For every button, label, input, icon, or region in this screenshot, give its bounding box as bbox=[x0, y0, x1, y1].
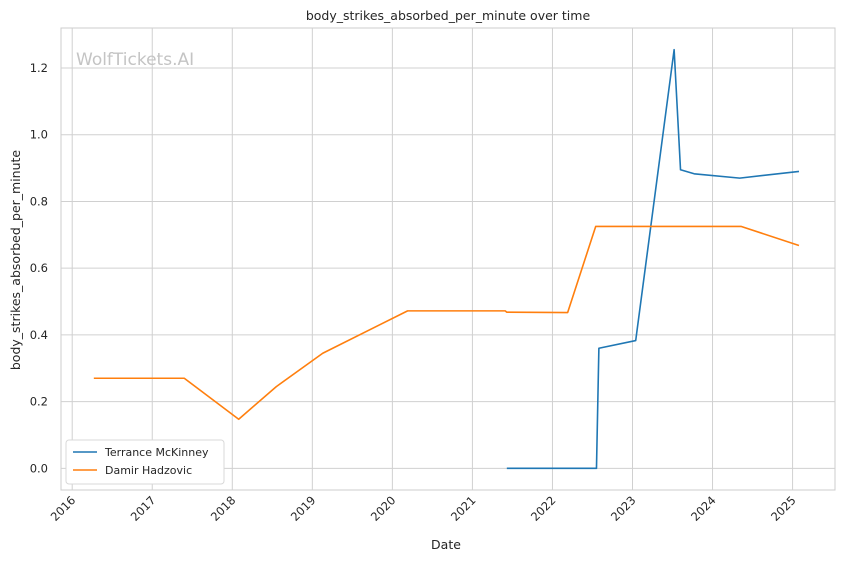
legend-box bbox=[65, 439, 225, 485]
x-tick-label: 2020 bbox=[368, 493, 399, 524]
series-lines bbox=[93, 48, 800, 470]
x-tick-label: 2024 bbox=[688, 493, 719, 524]
watermark-text: WolfTickets.AI bbox=[76, 50, 194, 70]
x-tick-label: 2021 bbox=[448, 493, 479, 524]
y-axis-label: body_strikes_absorbed_per_minute bbox=[8, 150, 23, 371]
x-tick-label: 2022 bbox=[528, 493, 559, 524]
plot-area bbox=[60, 27, 836, 491]
y-tick-label: 0.2 bbox=[30, 395, 48, 409]
y-tick-label: 1.2 bbox=[30, 61, 48, 75]
y-tick-label: 0.8 bbox=[30, 194, 48, 208]
series-line-damir-hadzovic bbox=[93, 225, 800, 421]
x-tick-label: 2016 bbox=[48, 493, 79, 524]
x-tick-label: 2025 bbox=[768, 493, 799, 524]
y-tick-label: 1.0 bbox=[30, 128, 48, 142]
x-tick-labels: 2016 2017 2018 2019 2020 2021 2022 2023 2024 2025 bbox=[48, 493, 799, 524]
series-line-terrance-mckinney bbox=[506, 48, 800, 470]
chart-title: body_strikes_absorbed_per_minute over ti… bbox=[306, 8, 591, 23]
x-tick-label: 2018 bbox=[208, 493, 239, 524]
y-tick-labels: 0.0 0.2 0.4 0.6 0.8 1.0 1.2 bbox=[30, 61, 48, 475]
legend-label-damir-hadzovic: Damir Hadzovic bbox=[105, 464, 192, 477]
y-tick-label: 0.0 bbox=[30, 461, 48, 475]
x-tick-label: 2023 bbox=[608, 493, 639, 524]
x-tick-label: 2019 bbox=[288, 493, 319, 524]
y-tick-label: 0.6 bbox=[30, 261, 48, 275]
legend: Terrance McKinney Damir Hadzovic bbox=[65, 439, 225, 485]
x-axis-label: Date bbox=[431, 537, 461, 552]
y-tick-label: 0.4 bbox=[30, 328, 48, 342]
x-tick-label: 2017 bbox=[128, 493, 159, 524]
legend-label-terrance-mckinney: Terrance McKinney bbox=[104, 446, 209, 459]
